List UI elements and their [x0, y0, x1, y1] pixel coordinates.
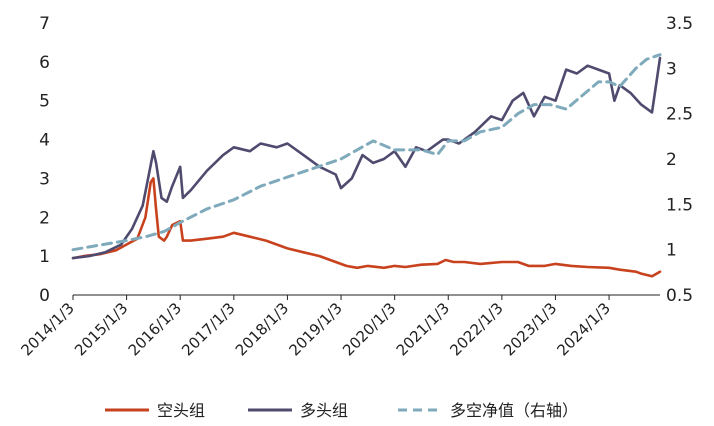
x-tick-label: 2015/1/3 — [71, 299, 131, 359]
x-tick-label: 2016/1/3 — [125, 299, 185, 359]
x-tick-label: 2023/1/3 — [500, 299, 560, 359]
x-tick-label: 2024/1/3 — [554, 299, 614, 359]
legend-label-0: 空头组 — [157, 401, 205, 420]
series-line-1 — [71, 56, 662, 260]
y-left-tick-label: 7 — [39, 14, 50, 34]
plot-area — [71, 53, 662, 278]
x-tick-label: 2018/1/3 — [232, 299, 292, 359]
series-line-2 — [71, 53, 662, 252]
x-tick-label: 2014/1/3 — [17, 299, 77, 359]
x-tick-label: 2019/1/3 — [285, 299, 345, 359]
legend: 空头组 多头组 多空净值（右轴） — [105, 401, 578, 420]
y-axis-left: 0 1 2 3 4 5 6 7 — [39, 14, 50, 306]
y-right-tick-label: 3.5 — [666, 14, 693, 34]
y-left-tick-label: 6 — [39, 53, 50, 73]
y-left-tick-label: 2 — [39, 208, 50, 228]
y-right-tick-label: 0.5 — [666, 286, 693, 306]
y-right-tick-label: 2.5 — [666, 105, 693, 125]
y-right-tick-label: 1 — [666, 241, 677, 261]
x-tick-label: 2020/1/3 — [339, 299, 399, 359]
y-right-tick-label: 2 — [666, 150, 677, 170]
y-left-tick-label: 0 — [39, 286, 50, 306]
legend-label-1: 多头组 — [300, 401, 348, 420]
x-tick-label: 2021/1/3 — [393, 299, 453, 359]
x-axis: 2014/1/32015/1/32016/1/32017/1/32018/1/3… — [17, 295, 614, 359]
x-tick-label: 2022/1/3 — [446, 299, 506, 359]
y-axis-right: 0.5 1 1.5 2 2.5 3 3.5 — [666, 14, 693, 306]
legend-label-2: 多空净值（右轴） — [450, 401, 578, 420]
series-line-0 — [71, 177, 662, 278]
x-tick-label: 2017/1/3 — [178, 299, 238, 359]
y-left-tick-label: 1 — [39, 247, 50, 267]
y-right-tick-label: 3 — [666, 59, 677, 79]
y-right-tick-label: 1.5 — [666, 195, 693, 215]
y-left-tick-label: 4 — [39, 131, 50, 151]
y-left-tick-label: 3 — [39, 169, 50, 189]
y-left-tick-label: 5 — [39, 92, 50, 112]
